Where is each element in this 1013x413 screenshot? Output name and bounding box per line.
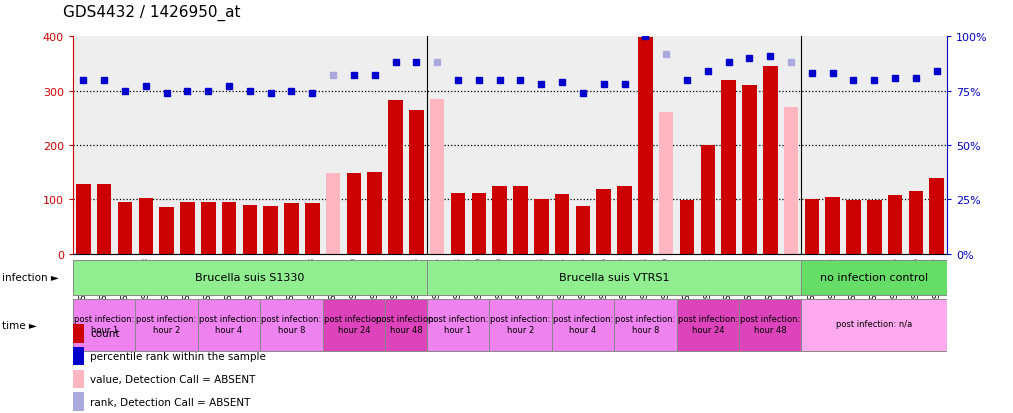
Bar bbox=[701, 146, 715, 254]
Bar bbox=[263, 206, 278, 254]
Bar bbox=[368, 173, 382, 254]
FancyBboxPatch shape bbox=[739, 299, 801, 351]
FancyBboxPatch shape bbox=[801, 299, 947, 351]
FancyBboxPatch shape bbox=[73, 260, 426, 295]
Bar bbox=[909, 192, 923, 254]
Bar bbox=[721, 81, 735, 254]
Text: post infection:
hour 2: post infection: hour 2 bbox=[137, 314, 197, 334]
Text: Brucella suis VTRS1: Brucella suis VTRS1 bbox=[559, 272, 670, 282]
Bar bbox=[305, 204, 319, 254]
Bar bbox=[118, 202, 133, 254]
Text: Brucella suis S1330: Brucella suis S1330 bbox=[196, 272, 305, 282]
Bar bbox=[201, 202, 216, 254]
FancyBboxPatch shape bbox=[260, 299, 323, 351]
Bar bbox=[139, 198, 153, 254]
Bar bbox=[514, 186, 528, 254]
FancyBboxPatch shape bbox=[323, 299, 385, 351]
Bar bbox=[388, 101, 403, 254]
Bar bbox=[471, 193, 486, 254]
FancyBboxPatch shape bbox=[801, 260, 947, 295]
FancyBboxPatch shape bbox=[677, 299, 739, 351]
Bar bbox=[222, 202, 236, 254]
FancyBboxPatch shape bbox=[426, 260, 801, 295]
Text: percentile rank within the sample: percentile rank within the sample bbox=[90, 351, 266, 361]
Text: post infection:
hour 4: post infection: hour 4 bbox=[199, 314, 259, 334]
Text: rank, Detection Call = ABSENT: rank, Detection Call = ABSENT bbox=[90, 396, 250, 407]
Bar bbox=[617, 186, 632, 254]
Bar bbox=[492, 186, 506, 254]
Text: post infection:
hour 48: post infection: hour 48 bbox=[741, 314, 800, 334]
Bar bbox=[430, 100, 445, 254]
FancyBboxPatch shape bbox=[136, 299, 198, 351]
Bar bbox=[242, 205, 257, 254]
Bar bbox=[887, 195, 903, 254]
Text: post infection:
hour 8: post infection: hour 8 bbox=[261, 314, 321, 334]
Bar bbox=[555, 195, 569, 254]
Text: post infection:
hour 4: post infection: hour 4 bbox=[553, 314, 613, 334]
Bar bbox=[597, 190, 611, 254]
Bar bbox=[97, 185, 111, 254]
FancyBboxPatch shape bbox=[489, 299, 552, 351]
Bar bbox=[804, 200, 820, 254]
Bar bbox=[451, 193, 465, 254]
Bar bbox=[638, 38, 652, 254]
FancyBboxPatch shape bbox=[552, 299, 614, 351]
Text: GDS4432 / 1426950_at: GDS4432 / 1426950_at bbox=[63, 5, 240, 21]
FancyBboxPatch shape bbox=[73, 299, 136, 351]
FancyBboxPatch shape bbox=[385, 299, 426, 351]
Bar bbox=[680, 201, 694, 254]
Bar bbox=[784, 108, 798, 254]
Text: post infection:
hour 1: post infection: hour 1 bbox=[74, 314, 135, 334]
Text: post infection:
hour 48: post infection: hour 48 bbox=[376, 314, 437, 334]
Bar bbox=[743, 86, 757, 254]
Bar bbox=[867, 201, 881, 254]
Text: count: count bbox=[90, 328, 120, 339]
Bar bbox=[326, 174, 340, 254]
Text: no infection control: no infection control bbox=[821, 272, 928, 282]
Text: post infection: n/a: post infection: n/a bbox=[836, 320, 913, 329]
Bar bbox=[534, 200, 549, 254]
Bar bbox=[658, 113, 674, 254]
Text: post infection:
hour 8: post infection: hour 8 bbox=[615, 314, 676, 334]
Bar bbox=[346, 174, 362, 254]
Bar bbox=[159, 208, 174, 254]
Bar bbox=[180, 202, 194, 254]
Bar bbox=[826, 197, 840, 254]
Text: value, Detection Call = ABSENT: value, Detection Call = ABSENT bbox=[90, 374, 255, 384]
Text: post infection:
hour 2: post infection: hour 2 bbox=[490, 314, 551, 334]
Text: infection ►: infection ► bbox=[2, 273, 59, 283]
Text: post infection:
hour 24: post infection: hour 24 bbox=[678, 314, 737, 334]
Text: post infection:
hour 1: post infection: hour 1 bbox=[427, 314, 488, 334]
Text: post infection:
hour 24: post infection: hour 24 bbox=[324, 314, 384, 334]
Bar bbox=[763, 67, 778, 254]
Bar bbox=[409, 110, 423, 254]
Bar bbox=[846, 201, 861, 254]
Text: time ►: time ► bbox=[2, 320, 36, 330]
Bar bbox=[285, 204, 299, 254]
FancyBboxPatch shape bbox=[198, 299, 260, 351]
Bar bbox=[930, 178, 944, 254]
Bar bbox=[575, 206, 591, 254]
Bar bbox=[76, 185, 90, 254]
FancyBboxPatch shape bbox=[426, 299, 489, 351]
FancyBboxPatch shape bbox=[614, 299, 677, 351]
